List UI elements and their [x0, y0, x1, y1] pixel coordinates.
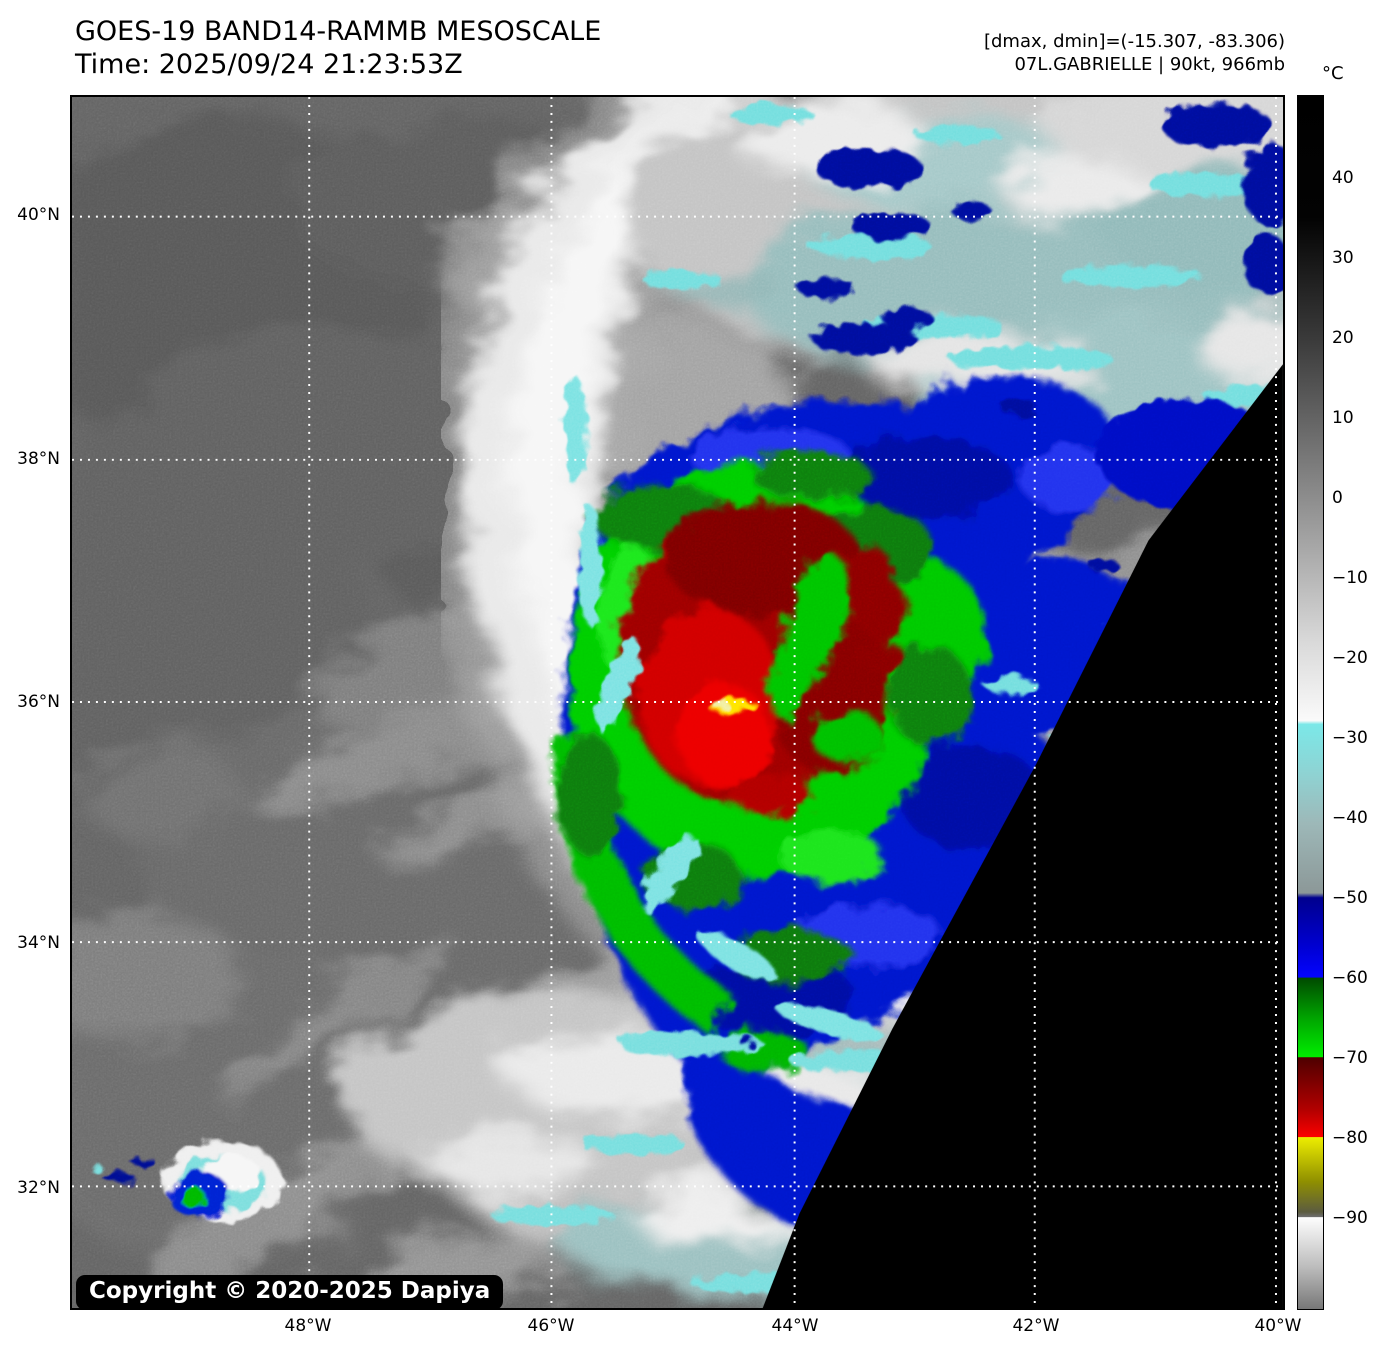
colorbar-tick: 0	[1332, 488, 1343, 508]
longitude-axis: 48°W 46°W 44°W 42°W 40°W	[70, 1316, 1302, 1346]
satellite-map: Copyright © 2020-2025 Dapiya	[70, 95, 1285, 1310]
longitude-label: 48°W	[284, 1316, 332, 1336]
colorbar-tick: −60	[1332, 967, 1368, 988]
colorbar-tick: −40	[1332, 808, 1368, 829]
colorbar-tick: 30	[1332, 248, 1354, 269]
colorbar-tick: −50	[1332, 887, 1368, 908]
timestamp: Time: 2025/09/24 21:23:53Z	[75, 49, 463, 80]
colorbar-tick-labels: 40 30 20 10 0 −10 −20 −30 −40 −50 −60 −70 −80 −90	[1332, 95, 1389, 1310]
latitude-label: 38°N	[17, 449, 60, 469]
latitude-label: 34°N	[17, 932, 60, 953]
page-title: GOES-19 BAND14-RAMMB MESOSCALE	[75, 16, 602, 47]
latitude-label: 40°N	[17, 205, 60, 226]
temperature-colorbar	[1297, 95, 1324, 1310]
noise-overlay	[72, 97, 1283, 1308]
longitude-label: 44°W	[771, 1316, 819, 1336]
latitude-label: 36°N	[17, 692, 60, 712]
longitude-label: 42°W	[1012, 1316, 1060, 1336]
colorbar-tick: 10	[1332, 407, 1354, 428]
copyright-badge: Copyright © 2020-2025 Dapiya	[76, 1275, 504, 1310]
longitude-label: 46°W	[527, 1316, 575, 1336]
colorbar-tick: −30	[1332, 727, 1368, 748]
colorbar-tick: −80	[1332, 1127, 1368, 1148]
storm-info: 07L.GABRIELLE | 90kt, 966mb	[1014, 54, 1285, 75]
latitude-label: 32°N	[17, 1178, 60, 1198]
colorbar-tick: 40	[1332, 167, 1354, 188]
colorbar-tick: 20	[1332, 328, 1354, 348]
longitude-label: 40°W	[1254, 1316, 1302, 1336]
colorbar-tick: −20	[1332, 648, 1368, 669]
header-right: [dmax, dmin]=(-15.307, -83.306) 07L.GABR…	[984, 30, 1285, 76]
dmax-dmin-readout: [dmax, dmin]=(-15.307, -83.306)	[983, 31, 1285, 52]
colorbar-tick: −70	[1332, 1048, 1368, 1068]
colorbar-tick: −90	[1332, 1208, 1368, 1229]
colorbar-tick: −10	[1332, 567, 1368, 588]
latitude-axis: 40°N 38°N 36°N 34°N 32°N	[0, 95, 64, 1310]
colorbar-unit-label: °C	[1322, 63, 1344, 84]
satellite-image	[72, 97, 1283, 1308]
